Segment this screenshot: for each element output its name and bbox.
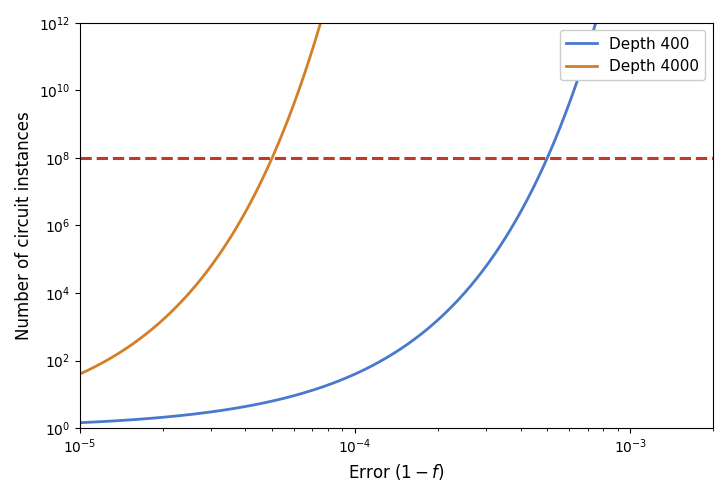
Depth 4000 <box>76 371 84 377</box>
Depth 4000 <box>83 368 92 374</box>
Depth 400 <box>597 0 606 5</box>
X-axis label: Error $(1 - f)$: Error $(1 - f)$ <box>348 462 445 482</box>
Depth 400 <box>106 418 115 424</box>
Depth 400 <box>505 228 514 234</box>
Depth 4000 <box>297 79 306 85</box>
Depth 4000 <box>322 0 331 5</box>
Depth 4000 <box>158 317 167 323</box>
Line: Depth 400: Depth 400 <box>80 2 601 423</box>
Legend: Depth 400, Depth 4000: Depth 400, Depth 4000 <box>561 30 705 81</box>
Depth 4000 <box>309 42 318 48</box>
Y-axis label: Number of circuit instances: Number of circuit instances <box>15 111 33 340</box>
Line: Depth 4000: Depth 4000 <box>80 2 326 374</box>
Depth 4000 <box>122 345 131 351</box>
Depth 400 <box>134 416 143 422</box>
Depth 400 <box>574 74 583 80</box>
Depth 400 <box>76 420 84 426</box>
Depth 4000 <box>225 237 234 243</box>
Depth 400 <box>77 419 86 425</box>
Depth 400 <box>418 330 427 336</box>
